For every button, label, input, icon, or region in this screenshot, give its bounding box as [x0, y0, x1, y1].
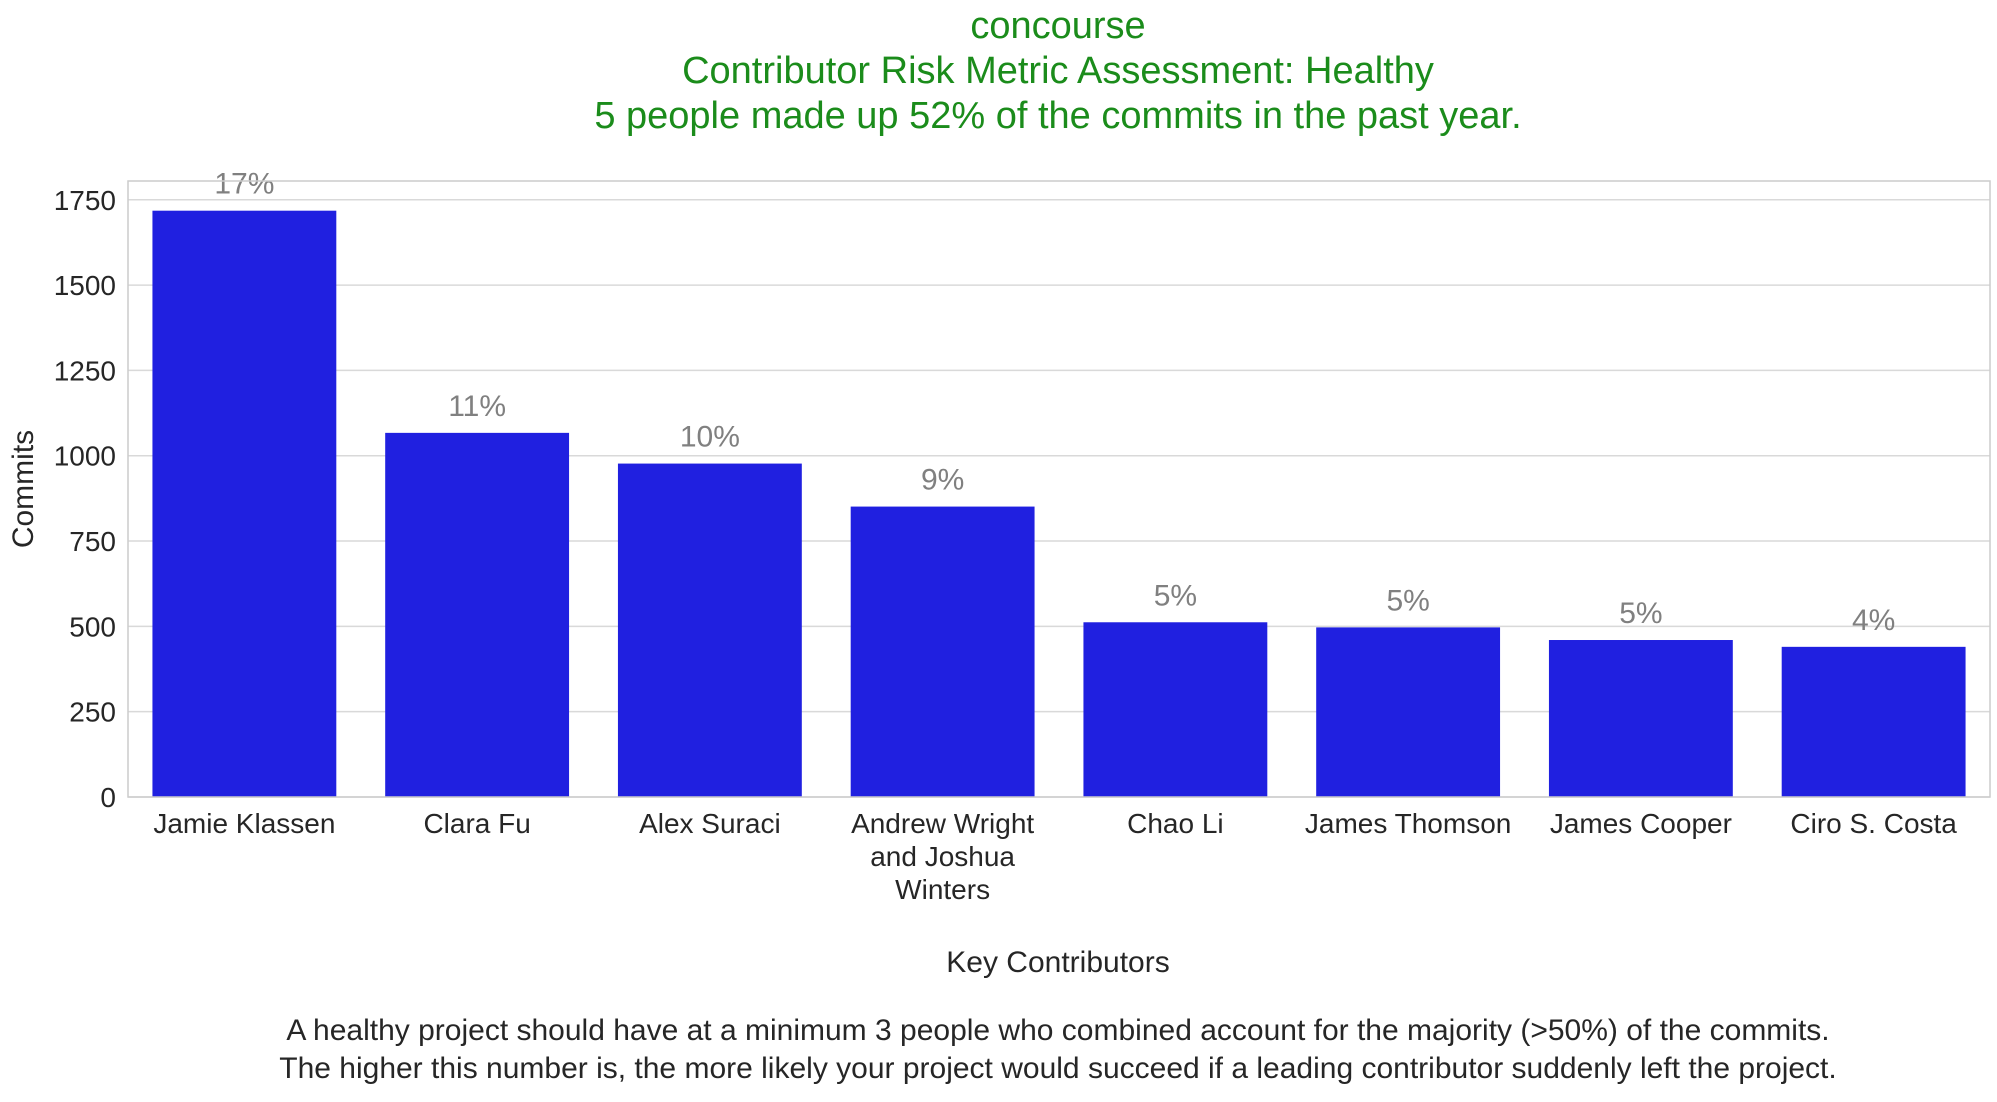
x-tick-label: Ciro S. Costa	[1790, 808, 1957, 839]
plot-frame	[127, 180, 1991, 798]
bar	[1083, 622, 1268, 797]
x-tick-label: Chao Li	[1127, 808, 1224, 839]
bar-data-label: 17%	[214, 168, 274, 201]
x-tick-label: James Cooper	[1550, 808, 1732, 839]
bar	[1316, 627, 1501, 797]
bar-data-label: 11%	[448, 390, 506, 423]
x-axis-label: Key Contributors	[946, 946, 1169, 979]
y-tick-label: 1250	[54, 355, 116, 386]
y-tick-label: 1750	[54, 185, 116, 216]
data-labels: 17% 11% 10% 9% 5% 5% 5% 4%	[214, 168, 1895, 637]
bar-data-label: 4%	[1852, 604, 1895, 637]
footnote: A healthy project should have at a minim…	[279, 1014, 1836, 1085]
x-tick-label: and Joshua	[870, 841, 1015, 872]
x-tick-label: Alex Suraci	[639, 808, 781, 839]
y-tick-label: 1500	[54, 270, 116, 301]
bar	[152, 210, 337, 797]
x-tick-label: James Thomson	[1305, 808, 1511, 839]
y-tick-label: 250	[69, 697, 116, 728]
y-tick-label: 750	[69, 526, 116, 557]
bar-data-label: 9%	[921, 464, 964, 497]
bar-data-label: 5%	[1619, 597, 1662, 630]
y-tick-label: 500	[69, 611, 116, 642]
chart-title-line: Contributor Risk Metric Assessment: Heal…	[682, 50, 1434, 92]
x-tick-label: Clara Fu	[423, 808, 530, 839]
y-axis-label: Commits	[7, 430, 40, 548]
y-tick-label: 0	[100, 782, 116, 813]
bar	[850, 506, 1035, 797]
x-tick-label: Andrew Wright	[851, 808, 1034, 839]
x-tick-label: Jamie Klassen	[153, 808, 335, 839]
footnote-line: The higher this number is, the more like…	[279, 1052, 1836, 1085]
chart-title-line: 5 people made up 52% of the commits in t…	[594, 95, 1521, 137]
x-tick-label: Winters	[895, 874, 990, 905]
bar-data-label: 5%	[1154, 579, 1197, 612]
bar	[617, 463, 802, 797]
bar-data-label: 10%	[680, 421, 740, 454]
bars	[152, 210, 1966, 797]
x-axis: Jamie Klassen Clara Fu Alex Suraci Andrew W…	[153, 808, 1957, 905]
bar-data-label: 5%	[1386, 584, 1429, 617]
bar	[1548, 640, 1733, 797]
y-axis: 0 250 500 750 1000 1250 1500 1750	[54, 185, 116, 813]
bar	[385, 432, 570, 797]
chart-title-line: concourse	[970, 5, 1145, 47]
y-tick-label: 1000	[54, 441, 116, 472]
bar	[1781, 646, 1966, 797]
footnote-line: A healthy project should have at a minim…	[286, 1014, 1829, 1047]
